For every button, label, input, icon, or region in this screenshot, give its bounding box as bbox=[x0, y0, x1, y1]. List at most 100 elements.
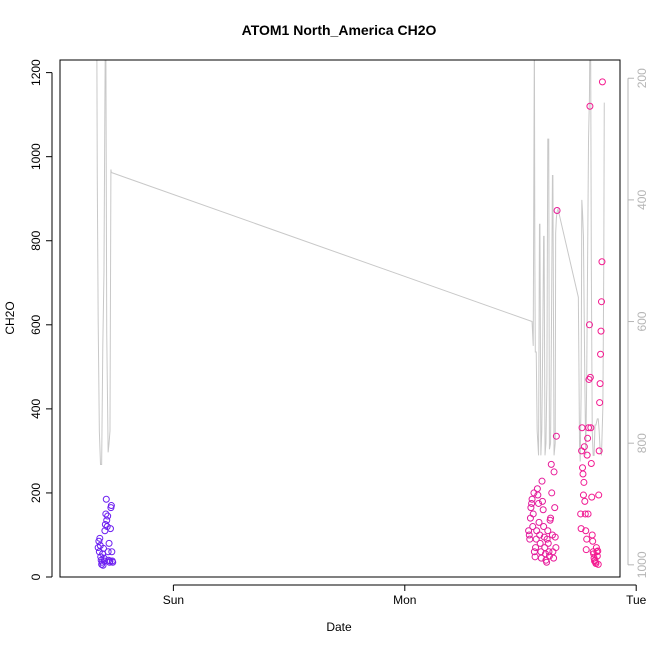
scatter-point bbox=[109, 558, 117, 566]
scatter-point bbox=[525, 527, 533, 535]
scatter-point bbox=[527, 504, 535, 512]
scatter-point bbox=[525, 531, 533, 539]
scatter-point bbox=[532, 535, 540, 543]
scatter-point bbox=[582, 527, 590, 535]
x-tick-label: Tue bbox=[626, 593, 647, 607]
scatter-point bbox=[592, 544, 600, 552]
scatter-point bbox=[108, 548, 116, 556]
y-tick-label: 600 bbox=[29, 314, 43, 334]
scatter-point bbox=[102, 495, 110, 503]
scatter-point bbox=[538, 477, 546, 485]
y-axis-right: 200 400 600 800 1000 bbox=[627, 68, 649, 578]
scatter-point bbox=[594, 560, 602, 568]
scatter-point bbox=[586, 102, 594, 110]
scatter-point bbox=[551, 533, 559, 541]
scatter-point bbox=[99, 561, 107, 569]
x-axis-label: Date bbox=[326, 620, 352, 634]
scatter-point bbox=[545, 548, 553, 556]
scatter-point bbox=[547, 514, 555, 522]
scatter-point bbox=[552, 432, 560, 440]
y-tick-label: 1200 bbox=[29, 59, 43, 86]
y2-tick-label: 200 bbox=[635, 68, 649, 88]
scatter-point bbox=[538, 497, 546, 505]
scatter-point bbox=[586, 373, 594, 381]
scatter-point bbox=[589, 537, 597, 545]
scatter-point bbox=[595, 491, 603, 499]
y-axis-left: 0 200 400 600 800 1000 1200 bbox=[29, 59, 53, 580]
scatter-point bbox=[596, 399, 604, 407]
scatter-point bbox=[585, 321, 593, 329]
scatter-point bbox=[597, 327, 605, 335]
scatter-point bbox=[544, 539, 552, 547]
scatter-point bbox=[536, 539, 544, 547]
scatter-point bbox=[100, 544, 107, 552]
scatter-point bbox=[579, 491, 587, 499]
y2-tick-label: 400 bbox=[635, 190, 649, 210]
scatter-point bbox=[95, 537, 103, 545]
x-axis: Sun Mon Tue bbox=[163, 584, 647, 607]
scatter-point bbox=[96, 534, 104, 542]
scatter-point bbox=[547, 460, 555, 468]
scatter-series bbox=[94, 78, 606, 569]
scatter-point bbox=[580, 478, 588, 486]
scatter-point bbox=[106, 525, 114, 533]
scatter-point bbox=[598, 78, 606, 86]
scatter-point bbox=[597, 298, 605, 306]
plot-area bbox=[94, 60, 606, 569]
scatter-point bbox=[581, 510, 589, 518]
scatter-point bbox=[104, 512, 112, 520]
scatter-point bbox=[532, 544, 540, 552]
scatter-point bbox=[593, 548, 601, 556]
scatter-point bbox=[577, 510, 585, 518]
plot-frame bbox=[59, 59, 621, 578]
y-tick-label: 1000 bbox=[29, 143, 43, 170]
scatter-point bbox=[543, 558, 551, 566]
scatter-point bbox=[545, 552, 553, 560]
scatter-point bbox=[101, 520, 109, 528]
y-axis-label: CH2O bbox=[3, 301, 17, 334]
scatter-point bbox=[107, 502, 115, 510]
scatter-point bbox=[535, 499, 543, 507]
scatter-point bbox=[581, 497, 589, 505]
y-tick-label: 400 bbox=[29, 399, 43, 419]
scatter-point bbox=[529, 510, 537, 518]
scatter-point bbox=[551, 504, 559, 512]
scatter-point bbox=[105, 539, 113, 547]
scatter-point bbox=[598, 258, 606, 266]
scatter-point bbox=[550, 554, 558, 562]
scatter-point bbox=[594, 547, 602, 555]
line-series bbox=[96, 60, 605, 465]
scatter-point bbox=[543, 535, 551, 543]
y-tick-label: 0 bbox=[29, 573, 43, 580]
scatter-point bbox=[535, 518, 543, 526]
scatter-point bbox=[582, 546, 590, 554]
scatter-point bbox=[583, 451, 591, 459]
scatter-point bbox=[534, 491, 542, 499]
scatter-point bbox=[552, 544, 560, 552]
scatter-point bbox=[595, 447, 603, 455]
chart-title: ATOM1 North_America CH2O bbox=[242, 22, 437, 38]
scatter-point bbox=[580, 443, 588, 451]
scatter-point bbox=[585, 424, 593, 432]
y-tick-label: 200 bbox=[29, 483, 43, 503]
scatter-point bbox=[548, 489, 556, 497]
axes: 0 200 400 600 800 1000 1200 200 400 600 800 1000 Sun… bbox=[29, 59, 649, 607]
line-series-path bbox=[96, 60, 605, 465]
scatter-point bbox=[104, 548, 112, 556]
scatter-point bbox=[550, 468, 558, 476]
scatter-point bbox=[529, 523, 537, 531]
scatter-point bbox=[553, 206, 561, 214]
scatter-point bbox=[579, 470, 587, 478]
scatter-point bbox=[587, 424, 595, 432]
scatter-point bbox=[593, 552, 601, 560]
y2-tick-label: 800 bbox=[635, 433, 649, 453]
scatter-point bbox=[528, 499, 536, 507]
scatter-point bbox=[584, 510, 592, 518]
scatter-point bbox=[530, 489, 538, 497]
x-tick-label: Sun bbox=[163, 593, 184, 607]
scatter-point bbox=[584, 434, 592, 442]
x-tick-label: Mon bbox=[393, 593, 416, 607]
scatter-point bbox=[544, 527, 552, 535]
scatter-point bbox=[597, 350, 605, 358]
